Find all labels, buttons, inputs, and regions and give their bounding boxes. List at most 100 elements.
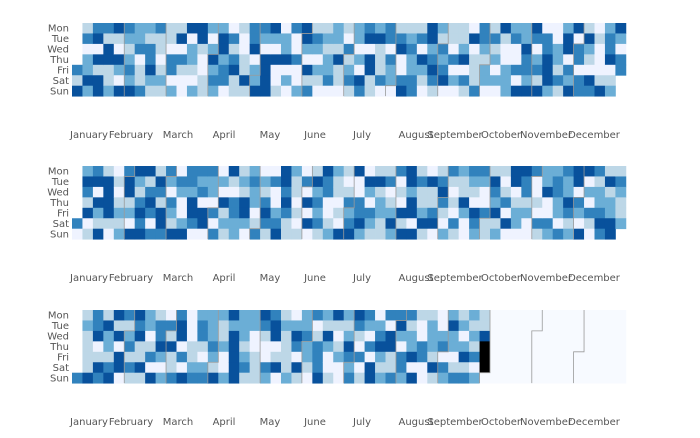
heatmap-cell <box>563 75 574 87</box>
heatmap-cell <box>584 218 595 230</box>
heatmap-cell <box>364 176 376 188</box>
heatmap-cell <box>573 43 585 55</box>
heatmap-cell <box>375 372 386 384</box>
heatmap-cell <box>521 85 533 97</box>
heatmap-cell <box>239 186 251 198</box>
heatmap-cell <box>354 372 365 384</box>
heatmap-cell <box>103 341 115 353</box>
heatmap-cell-empty <box>615 310 627 321</box>
heatmap-cell-empty <box>552 320 564 332</box>
heatmap-cell <box>124 362 136 374</box>
day-label: Mon <box>48 311 69 322</box>
heatmap-cell <box>113 320 125 332</box>
month-label: September <box>427 417 483 428</box>
heatmap-cell <box>343 320 355 332</box>
heatmap-cell <box>239 75 251 87</box>
heatmap-cell <box>260 54 271 66</box>
heatmap-cell <box>573 186 585 198</box>
month-separator <box>437 310 449 384</box>
heatmap-cell <box>427 218 439 230</box>
heatmap-cell <box>594 197 606 209</box>
heatmap-cell <box>333 341 345 353</box>
heatmap-cell <box>249 372 261 384</box>
heatmap-cell <box>145 23 156 34</box>
heatmap-cell <box>301 23 313 34</box>
heatmap-cell <box>239 320 251 332</box>
heatmap-cell <box>228 64 240 76</box>
heatmap-cell <box>542 186 554 198</box>
heatmap-cell <box>145 320 156 332</box>
heatmap-cell <box>301 310 313 321</box>
heatmap-cell <box>406 186 418 198</box>
heatmap-cell-empty <box>584 351 595 363</box>
heatmap-cell <box>521 33 533 45</box>
heatmap-cell <box>354 64 365 76</box>
month-label: November <box>520 273 573 284</box>
heatmap-cell <box>604 218 616 230</box>
heatmap-cell <box>500 85 512 97</box>
heatmap-cell <box>92 372 104 384</box>
heatmap-cell <box>239 372 251 384</box>
heatmap-cell <box>364 320 376 332</box>
heatmap-cell <box>82 228 94 240</box>
heatmap-cell <box>218 43 230 55</box>
month-separator <box>123 310 136 384</box>
heatmap-cell <box>72 372 83 384</box>
heatmap-cell <box>573 197 585 209</box>
month-label: July <box>352 273 371 284</box>
month-separators <box>123 166 585 240</box>
heatmap-cell-empty <box>573 310 585 321</box>
heatmap-cell <box>207 33 219 45</box>
heatmap-cell <box>281 85 292 97</box>
heatmap-cell <box>427 43 439 55</box>
heatmap-cell <box>166 75 177 87</box>
heatmap-cell <box>124 218 136 230</box>
heatmap-cell <box>437 64 449 76</box>
heatmap-cell <box>510 23 522 34</box>
heatmap-cell <box>207 43 219 55</box>
heatmap-cell <box>218 320 230 332</box>
heatmap-cell <box>364 207 376 219</box>
heatmap-cell <box>448 330 460 342</box>
heatmap-cell <box>218 351 230 363</box>
heatmap-cell <box>145 64 156 76</box>
heatmap-cell <box>155 75 167 87</box>
heatmap-cell <box>375 330 386 342</box>
heatmap-cell <box>531 176 543 188</box>
heatmap-cell-empty <box>615 362 627 374</box>
heatmap-cell <box>124 43 136 55</box>
month-separators <box>123 310 585 384</box>
heatmap-cell <box>427 341 439 353</box>
month-separators <box>123 23 585 97</box>
heatmap-cell <box>82 166 94 177</box>
heatmap-cell <box>594 218 606 230</box>
heatmap-cell <box>416 176 428 188</box>
heatmap-cell <box>312 23 324 34</box>
heatmap-cell-empty <box>490 320 501 332</box>
heatmap-cell <box>145 310 156 321</box>
heatmap-cell <box>207 341 219 353</box>
heatmap-cell <box>155 320 167 332</box>
heatmap-cell <box>385 197 397 209</box>
heatmap-cell <box>82 330 94 342</box>
heatmap-cell <box>542 75 554 87</box>
heatmap-cell <box>437 341 449 353</box>
heatmap-cell <box>427 54 439 66</box>
heatmap-cell <box>82 85 94 97</box>
heatmap-cell <box>239 351 251 363</box>
heatmap-cell <box>291 228 303 240</box>
heatmap-cell <box>416 85 428 97</box>
heatmap-cell <box>124 75 136 87</box>
heatmap-cell <box>427 75 439 87</box>
heatmap-cell <box>155 207 167 219</box>
heatmap-cell <box>500 23 512 34</box>
heatmap-cell <box>364 33 376 45</box>
heatmap-cell <box>312 64 324 76</box>
heatmap-cell <box>531 43 543 55</box>
heatmap-cell <box>333 43 345 55</box>
heatmap-cell <box>490 23 501 34</box>
heatmap-cell <box>270 176 282 188</box>
heatmap-cell <box>531 54 543 66</box>
heatmap-cell <box>385 341 397 353</box>
heatmap-cell <box>416 362 428 374</box>
